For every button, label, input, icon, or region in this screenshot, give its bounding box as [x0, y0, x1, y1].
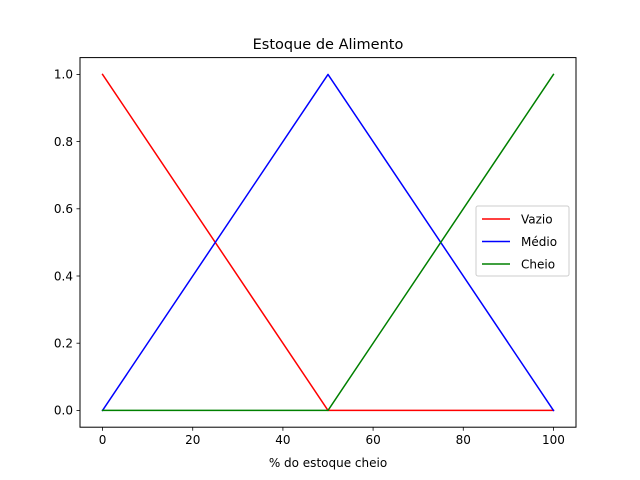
- x-tick-label: 60: [365, 433, 380, 447]
- legend-box: [475, 205, 570, 277]
- y-tick-label: 0.4: [54, 269, 73, 283]
- x-tick-label: 100: [542, 433, 565, 447]
- y-axis: 0.0 0.2 0.4 0.6 0.8 1.0: [54, 68, 80, 418]
- legend-label-2: Cheio: [521, 257, 555, 271]
- legend: Vazio Médio Cheio: [475, 205, 570, 277]
- x-tick-label: 0: [99, 433, 107, 447]
- x-tick-label: 80: [456, 433, 471, 447]
- legend-label-1: Médio: [521, 235, 557, 249]
- x-tick-label: 20: [185, 433, 200, 447]
- y-tick-label: 0.6: [54, 202, 73, 216]
- y-tick-label: 0.8: [54, 135, 73, 149]
- x-tick-label: 40: [275, 433, 290, 447]
- x-axis-label: % do estoque cheio: [269, 456, 387, 470]
- series-line-1: [101, 73, 555, 412]
- series-layer: [101, 73, 555, 412]
- y-tick-label: 0.0: [54, 404, 73, 418]
- y-tick-label: 0.2: [54, 337, 73, 351]
- legend-items: Vazio Médio Cheio: [482, 212, 557, 271]
- series-line-2: [101, 73, 555, 412]
- x-axis: 0 20 40 60 80 100: [99, 427, 565, 447]
- chart-title: Estoque de Alimento: [253, 37, 404, 53]
- y-tick-label: 1.0: [54, 68, 73, 82]
- legend-label-0: Vazio: [521, 212, 553, 226]
- plot-frame: [79, 57, 577, 428]
